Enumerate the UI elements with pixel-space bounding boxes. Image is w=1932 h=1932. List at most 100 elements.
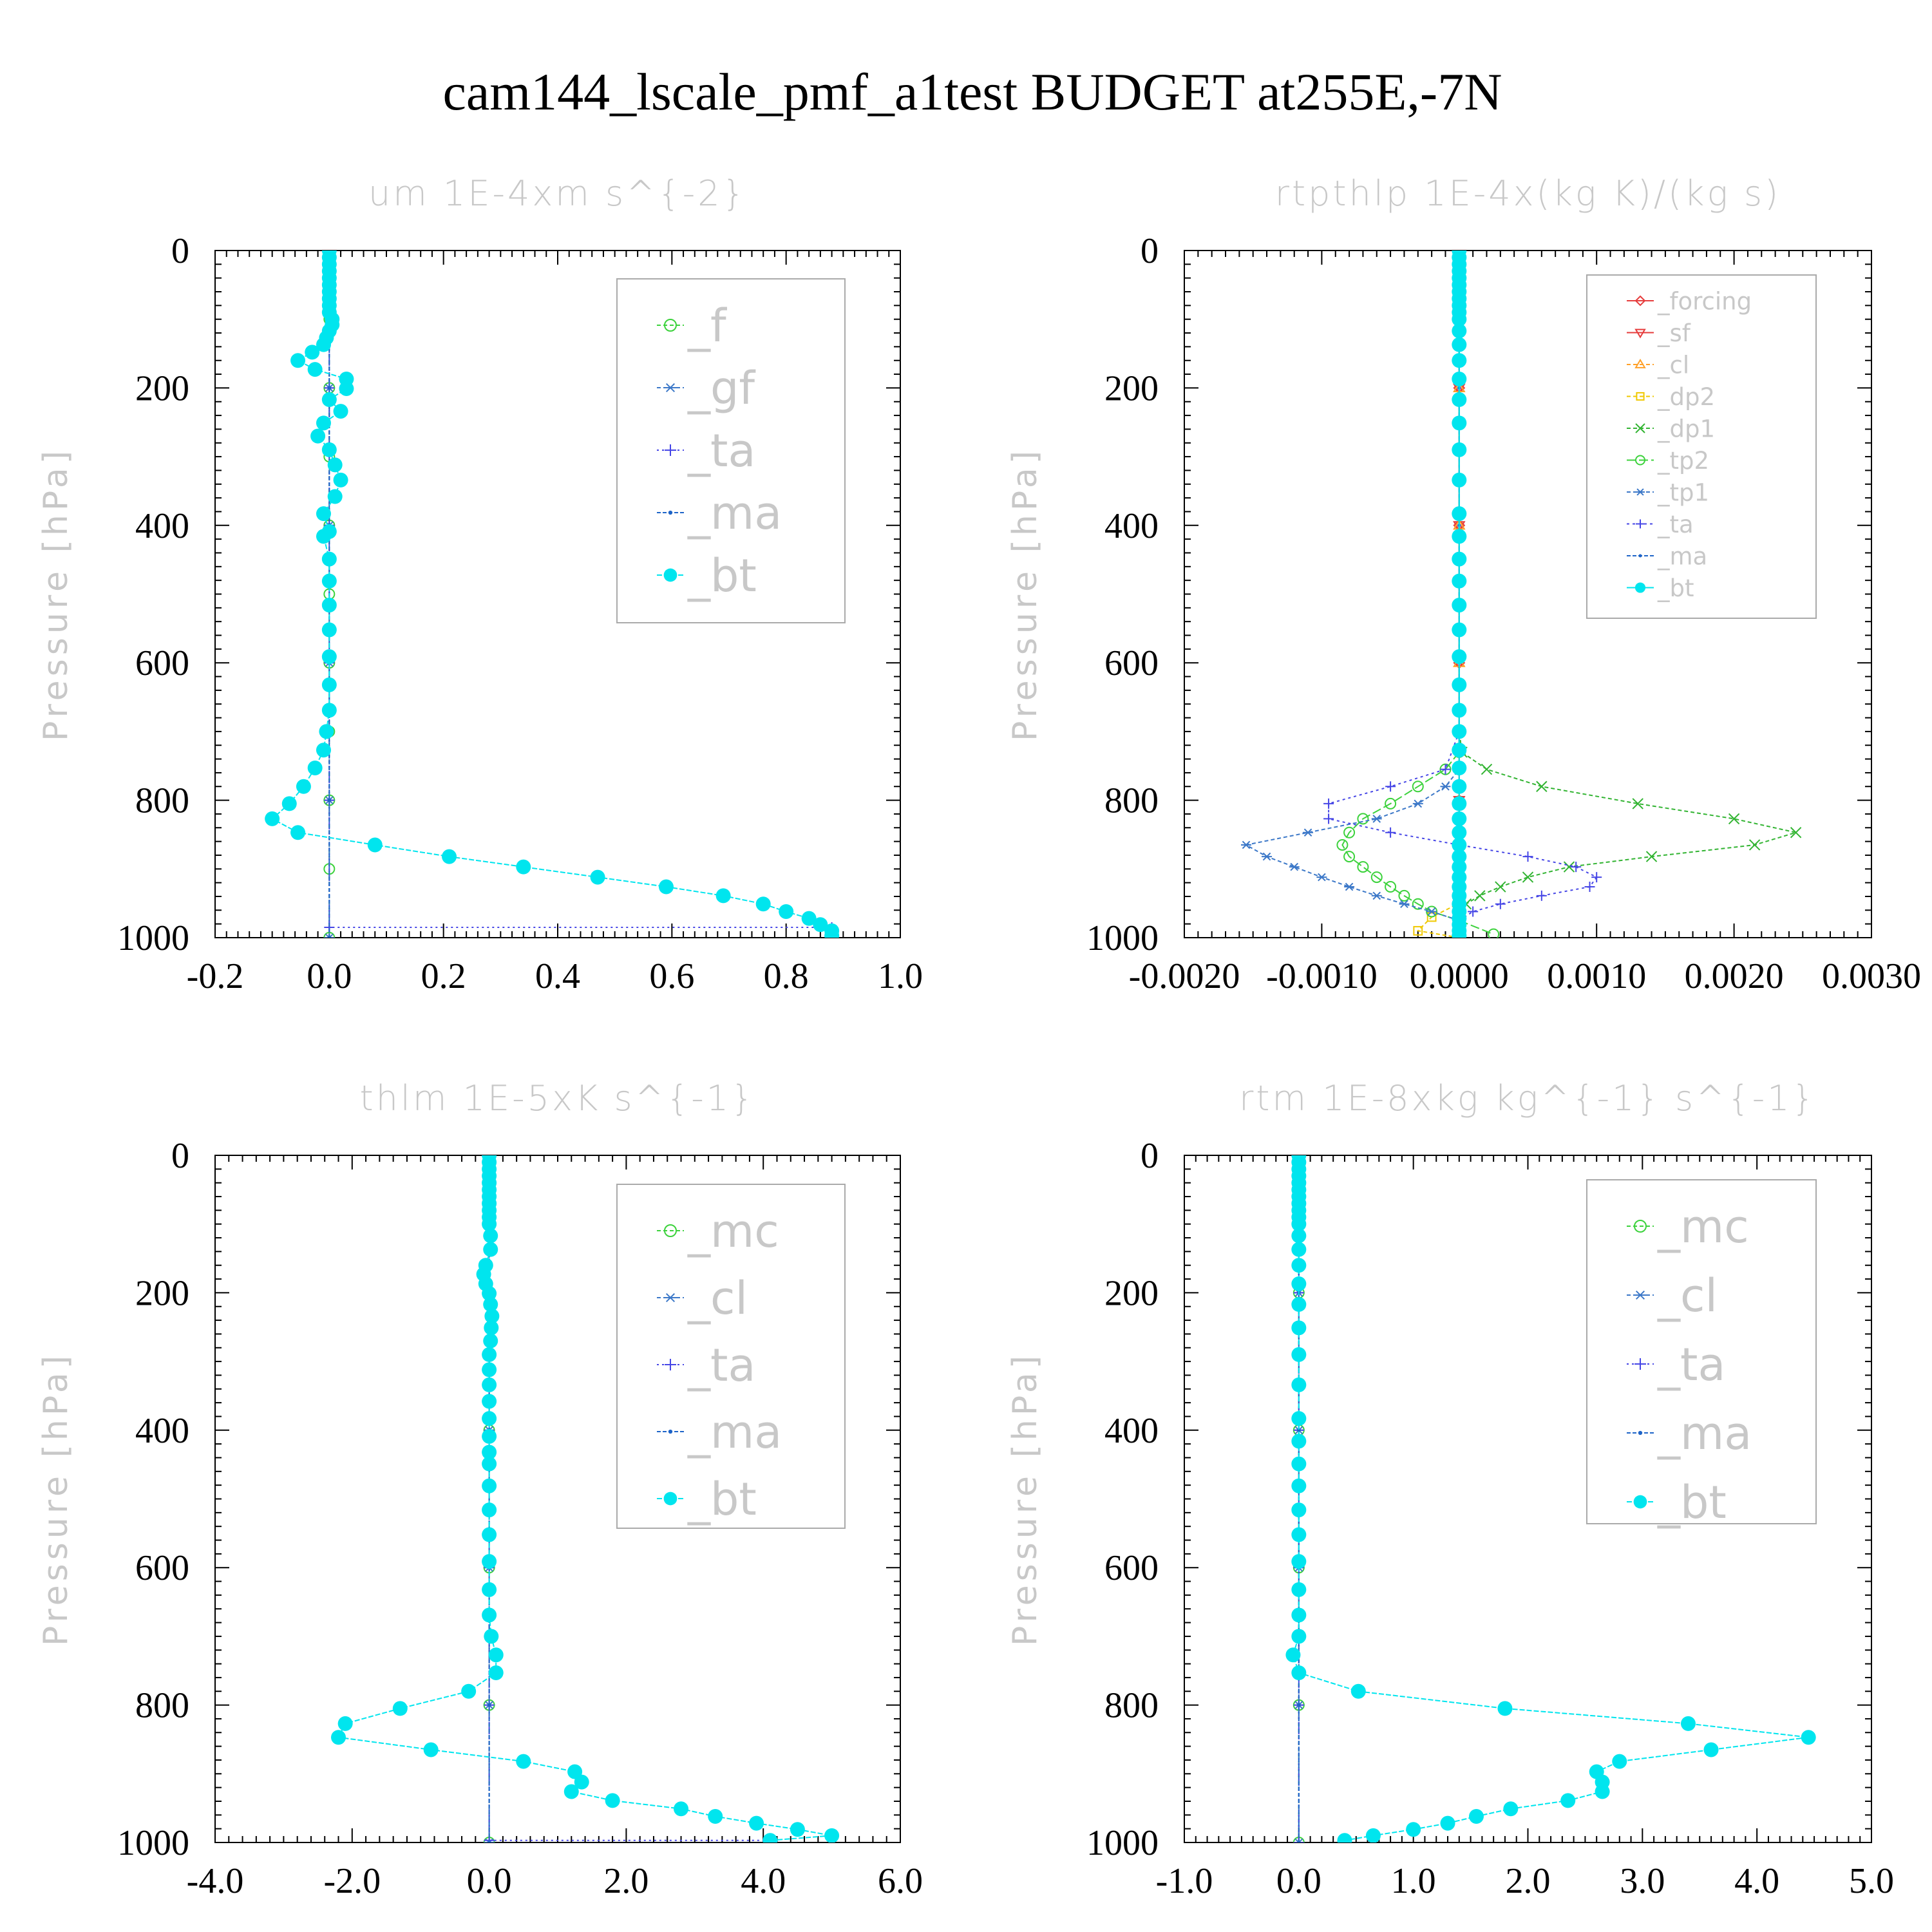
data-point-tp2 <box>1370 871 1383 884</box>
data-point-bt-shape <box>516 1754 531 1769</box>
legend-marker-dp1 <box>1635 423 1645 433</box>
data-point-bt <box>442 849 457 864</box>
legend-label-bt: _bt <box>1657 1476 1727 1529</box>
x-tick-label: 0.0 <box>307 956 352 996</box>
legend-marker-cl-shape <box>1634 1290 1646 1300</box>
data-point-ma-shape <box>487 1841 491 1842</box>
data-point-bt <box>482 1377 497 1392</box>
data-point-dp1-shape <box>1563 861 1575 873</box>
x-tick-label: 0.2 <box>421 956 466 996</box>
data-point-bt <box>1291 1217 1307 1232</box>
data-point-bt-shape <box>488 1647 504 1663</box>
data-point-bt-shape <box>321 598 337 613</box>
data-point-bt <box>1291 1297 1307 1312</box>
data-point-bt-shape <box>482 1582 497 1597</box>
series-line-bt <box>1292 1155 1809 1841</box>
data-point-bt-shape <box>337 1716 353 1731</box>
data-point-bt-shape <box>316 415 331 431</box>
data-point-bt <box>516 859 531 875</box>
data-point-bt <box>1406 1822 1421 1837</box>
data-point-bt-shape <box>484 1309 500 1324</box>
y-tick-label: 400 <box>1104 1411 1159 1451</box>
legend-marker-cl <box>665 1293 676 1303</box>
data-point-bt-shape <box>1291 1502 1307 1518</box>
data-point-ta <box>1293 1837 1304 1842</box>
data-point-tp1-shape <box>1289 862 1300 871</box>
data-point-tp2-shape <box>1412 898 1424 910</box>
data-point-bt <box>1291 1607 1307 1623</box>
data-point-dp1 <box>1536 781 1548 792</box>
data-point-ta <box>1468 906 1479 917</box>
data-point-ta <box>1385 827 1396 838</box>
data-point-bt <box>333 472 348 488</box>
legend-marker-ma-shape <box>668 1429 673 1434</box>
data-point-bt <box>574 1774 589 1790</box>
data-point-bt <box>483 1228 498 1244</box>
data-point-ta-shape <box>1536 890 1547 901</box>
data-point-tp1-shape <box>1316 873 1327 882</box>
legend-marker-f <box>664 319 677 332</box>
data-point-ta-shape <box>1584 882 1595 893</box>
legend-marker-ta-shape <box>1636 519 1645 529</box>
data-point-ta-shape <box>1293 1837 1304 1842</box>
data-point-bt <box>1452 724 1467 739</box>
x-tick-label: -0.0020 <box>1129 956 1240 996</box>
data-point-bt <box>1452 796 1467 811</box>
data-point-ma-shape <box>1297 1428 1301 1432</box>
data-point-bt <box>290 353 306 368</box>
data-point-bt-shape <box>461 1683 477 1699</box>
legend-marker-gf-shape <box>665 383 676 393</box>
data-point-bt-shape <box>482 1444 497 1460</box>
data-point-bt <box>1291 1377 1307 1392</box>
data-point-tp1-shape <box>1412 799 1423 808</box>
data-point-tp2 <box>1343 826 1356 838</box>
data-point-bt <box>1452 598 1467 613</box>
data-point-tp2-shape <box>1343 826 1356 838</box>
data-point-bt <box>1452 825 1467 840</box>
legend-marker-bt-shape <box>1634 582 1646 593</box>
data-point-bt <box>1452 928 1467 938</box>
data-point-bt-shape <box>305 345 320 360</box>
data-point-tp2-shape <box>1370 871 1383 884</box>
data-point-ta <box>1495 898 1506 909</box>
data-point-bt <box>482 1411 497 1426</box>
legend-marker-dp2-shape <box>1636 392 1645 401</box>
data-point-bt-shape <box>327 489 343 504</box>
data-point-bt-shape <box>1452 811 1467 826</box>
data-point-ta <box>1591 872 1602 883</box>
legend-marker-ma <box>1638 554 1642 558</box>
data-point-cl <box>1293 1838 1304 1842</box>
data-point-ta-shape <box>1323 813 1334 824</box>
data-point-bt-shape <box>801 911 817 926</box>
data-point-tp2 <box>1412 898 1424 910</box>
data-point-dp2-shape <box>1413 925 1423 936</box>
legend-marker-ta-shape <box>1634 1358 1646 1370</box>
series-layer <box>1241 251 1802 938</box>
data-point-bt <box>307 760 323 775</box>
legend-label-ta: _ta <box>687 1339 755 1392</box>
legend-label-cl: _cl <box>1657 1269 1718 1322</box>
y-tick-label: 200 <box>135 368 189 408</box>
x-tick-label: 0.0030 <box>1822 956 1921 996</box>
data-point-dp1 <box>1632 798 1643 810</box>
data-point-bt <box>321 573 337 589</box>
legend-marker-mc-shape <box>1634 1220 1647 1233</box>
legend-label-gf: _gf <box>687 362 755 415</box>
legend-marker-bt <box>663 568 677 582</box>
data-point-bt <box>1291 1456 1307 1472</box>
y-tick-label: 0 <box>171 1136 189 1176</box>
legend-label-bt: _bt <box>687 549 757 602</box>
data-point-bt <box>1291 1582 1307 1597</box>
data-point-bt <box>1801 1730 1816 1745</box>
data-point-ta <box>1522 851 1533 862</box>
data-point-tp2 <box>1357 813 1369 825</box>
data-point-dp1-shape <box>1481 763 1493 775</box>
data-point-bt <box>1452 312 1467 327</box>
legend-marker-f-shape <box>664 319 677 332</box>
data-point-bt <box>1452 415 1467 431</box>
data-point-cl-shape <box>1293 1838 1304 1842</box>
legend-label-ma: _ma <box>687 1406 782 1459</box>
data-point-bt <box>483 1297 498 1312</box>
x-tick-label: 5.0 <box>1849 1861 1894 1901</box>
data-point-bt <box>327 489 343 504</box>
